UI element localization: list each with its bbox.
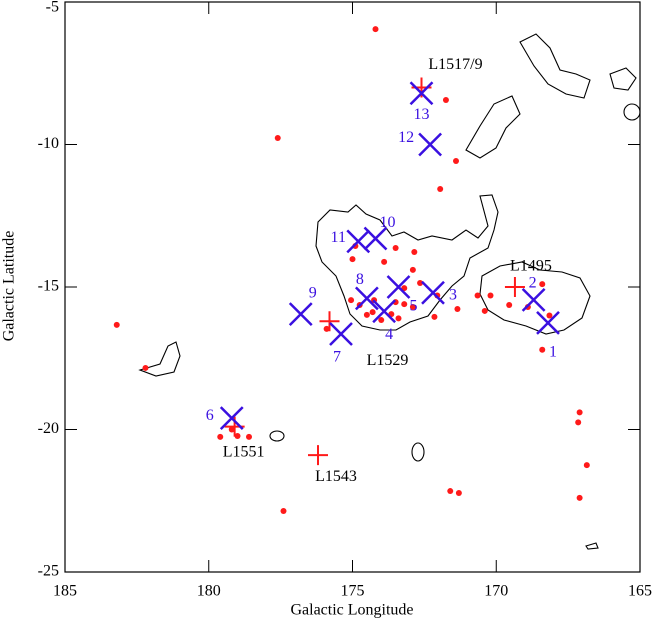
yso-dot (280, 508, 287, 515)
yso-dot (378, 317, 385, 324)
yso-dot (442, 97, 449, 104)
y-tick-label: -5 (46, 0, 59, 16)
x-marker (372, 299, 397, 324)
x-tick-label: 185 (53, 583, 77, 600)
yso-dot (437, 185, 444, 192)
x-marker-label: 13 (414, 106, 430, 123)
core-label: L1517/9 (428, 56, 482, 73)
yso-dot (453, 158, 459, 165)
x-marker-label: 9 (309, 285, 317, 302)
yso-dot (539, 281, 546, 288)
core-label: L1495 (510, 258, 552, 275)
contour (479, 261, 591, 335)
contours (138, 33, 641, 550)
yso-dot (323, 325, 330, 332)
yso-dot (228, 426, 235, 433)
yso-dot (506, 301, 513, 308)
x-marker-label: 12 (398, 129, 414, 146)
contour (315, 194, 499, 331)
yso-dot (372, 26, 379, 33)
yso-dot (381, 258, 388, 265)
core-cross (308, 445, 328, 466)
contour (465, 95, 521, 159)
yso-dot (539, 346, 546, 353)
yso-dot (447, 488, 454, 495)
x-tick-label: 175 (341, 583, 365, 600)
x-marker-label: 6 (206, 407, 214, 424)
contour (609, 67, 637, 91)
yso-dot (576, 409, 583, 416)
y-tick-label: -20 (38, 420, 59, 437)
yso-dot (409, 303, 416, 310)
x-marker (421, 280, 445, 305)
x-marker (418, 132, 443, 157)
yso-dot (142, 364, 149, 371)
y-tick-label: -25 (38, 563, 59, 580)
yso-dot (409, 266, 416, 273)
yso-dot (411, 248, 418, 255)
yso-dot (217, 433, 224, 440)
x-marker-label: 3 (449, 286, 457, 303)
yso-dot (481, 307, 488, 314)
x-marker (354, 286, 379, 311)
yso-dot (454, 305, 461, 312)
x-marker (329, 322, 353, 346)
yso-dot (546, 312, 553, 319)
core-cross (504, 277, 525, 297)
x-marker (346, 229, 371, 254)
x-marker-label: 1 (549, 344, 557, 361)
x-marker-label: 2 (529, 274, 537, 291)
yso-dot (234, 433, 241, 440)
yso-dot (113, 321, 120, 328)
x-marker-label: 8 (356, 271, 364, 288)
x-marker-label: 11 (331, 229, 346, 246)
yso-dot (455, 490, 462, 497)
yso-dot (575, 419, 582, 426)
yso-dot (576, 494, 583, 501)
x-marker-label: 4 (385, 326, 393, 343)
yso-dot (487, 292, 494, 299)
contour (269, 430, 285, 442)
x-marker (386, 275, 411, 299)
x-marker (536, 311, 560, 335)
x-marker-label: 10 (380, 214, 396, 231)
yso-dot (274, 134, 281, 141)
yso-dot (417, 280, 424, 287)
x-marker (521, 287, 546, 312)
yso-dot (348, 297, 355, 304)
core-cross (319, 311, 340, 332)
core-label: L1551 (223, 443, 265, 460)
x-marker-label: 5 (410, 298, 418, 315)
x-marker (219, 406, 244, 430)
contour (519, 33, 591, 99)
x-marker-label: 7 (333, 349, 341, 366)
core-label: L1529 (367, 352, 409, 369)
yso-dot (369, 309, 376, 316)
x-marker (288, 302, 313, 326)
contour (585, 542, 599, 550)
contour (411, 442, 425, 462)
yso-dot (349, 256, 356, 263)
x-axis-label: Galactic Longitude (290, 602, 413, 619)
x-marker (409, 81, 434, 106)
y-tick-label: -15 (38, 278, 59, 295)
x-tick-label: 170 (484, 583, 508, 600)
yso-dot (431, 313, 438, 320)
yso-dot (246, 433, 252, 440)
yso-dot (401, 301, 408, 308)
x-tick-label: 165 (628, 583, 652, 600)
contour (623, 103, 641, 121)
core-label: L1543 (315, 468, 357, 485)
x-tick-label: 180 (197, 583, 221, 600)
y-tick-label: -10 (38, 135, 59, 152)
contour (138, 341, 181, 377)
y-axis-label: Galactic Latitude (1, 231, 18, 342)
yso-dot (583, 462, 590, 469)
yso-dot (474, 292, 481, 299)
yso-dot (392, 244, 399, 251)
yso-dot (363, 311, 370, 318)
yso-dot (395, 315, 402, 322)
